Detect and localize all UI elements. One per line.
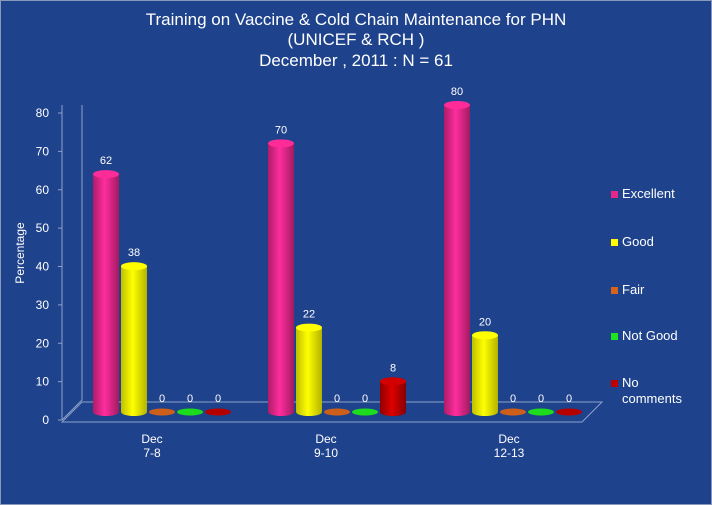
data-label: 62 bbox=[100, 155, 112, 167]
data-label: 0 bbox=[187, 393, 193, 405]
x-tick-label: 7-8 bbox=[143, 446, 161, 460]
bar-not-good bbox=[177, 408, 203, 416]
legend-label: Excellent bbox=[622, 186, 675, 201]
chart-title-line-1: Training on Vaccine & Cold Chain Mainten… bbox=[145, 10, 567, 29]
data-label: 80 bbox=[451, 86, 463, 98]
y-tick-label: 20 bbox=[36, 336, 50, 350]
legend-item: Excellent bbox=[611, 186, 675, 202]
chart-title-line-2: (UNICEF & RCH ) bbox=[287, 30, 425, 49]
data-label: 0 bbox=[566, 393, 572, 405]
y-tick-label: 0 bbox=[42, 413, 49, 427]
chart-title-line-3: December , 2011 : N = 61 bbox=[259, 51, 453, 70]
bar-excellent bbox=[268, 139, 294, 416]
y-tick-label: 40 bbox=[36, 260, 50, 274]
bar-no-comments bbox=[556, 408, 582, 416]
bar-good bbox=[472, 331, 498, 416]
x-tick-label: Dec bbox=[141, 432, 162, 446]
data-labels: 62 38 0 0 0 70 22 0 0 8 80 20 0 0 0 bbox=[100, 86, 572, 405]
legend-item: Fair bbox=[611, 282, 645, 298]
data-label: 0 bbox=[362, 393, 368, 405]
bar-not-good bbox=[528, 408, 554, 416]
legend-swatch bbox=[611, 333, 618, 340]
y-tick-label: 70 bbox=[36, 144, 50, 158]
bar-good bbox=[296, 323, 322, 416]
y-axis-label: Percentage bbox=[13, 222, 27, 284]
legend-swatch bbox=[611, 380, 618, 387]
legend-swatch bbox=[611, 239, 618, 246]
legend-swatch bbox=[611, 287, 618, 294]
data-label: 0 bbox=[215, 393, 221, 405]
legend-label: Not Good bbox=[622, 328, 678, 343]
legend-item: Good bbox=[611, 234, 654, 250]
y-tick-label: 80 bbox=[36, 106, 50, 120]
data-label: 0 bbox=[510, 393, 516, 405]
legend-swatch bbox=[611, 191, 618, 198]
data-label: 70 bbox=[275, 124, 287, 136]
bar-excellent bbox=[93, 170, 119, 416]
bar-good bbox=[121, 262, 147, 416]
floor-outline bbox=[60, 401, 604, 423]
y-tick-label: 60 bbox=[36, 183, 50, 197]
y-tick-label: 50 bbox=[36, 221, 50, 235]
back-wall-left-edge bbox=[61, 105, 83, 421]
legend-label: No comments bbox=[622, 375, 682, 406]
bar-fair bbox=[500, 408, 526, 416]
y-tick-label: 10 bbox=[36, 375, 50, 389]
x-tick-label: 12-13 bbox=[494, 446, 525, 460]
y-tick-label: 30 bbox=[36, 298, 50, 312]
bar-no-comments bbox=[380, 377, 406, 416]
legend-label: Good bbox=[622, 234, 654, 249]
bar-not-good bbox=[352, 408, 378, 416]
data-label: 22 bbox=[303, 309, 315, 321]
legend-item: Not Good bbox=[611, 328, 678, 344]
data-label: 0 bbox=[334, 393, 340, 405]
bars bbox=[93, 101, 582, 416]
data-label: 8 bbox=[390, 362, 396, 374]
x-tick-label: Dec bbox=[498, 432, 519, 446]
data-label: 0 bbox=[159, 393, 165, 405]
data-label: 0 bbox=[538, 393, 544, 405]
legend-item: No comments bbox=[611, 375, 682, 407]
x-tick-label: Dec bbox=[315, 432, 336, 446]
bar-fair bbox=[324, 408, 350, 416]
data-label: 38 bbox=[128, 247, 140, 259]
x-tick-label: 9-10 bbox=[314, 446, 338, 460]
data-label: 20 bbox=[479, 316, 491, 328]
bar-excellent bbox=[444, 101, 470, 416]
bar-no-comments bbox=[205, 408, 231, 416]
legend-label: Fair bbox=[622, 282, 645, 297]
bar-fair bbox=[149, 408, 175, 416]
